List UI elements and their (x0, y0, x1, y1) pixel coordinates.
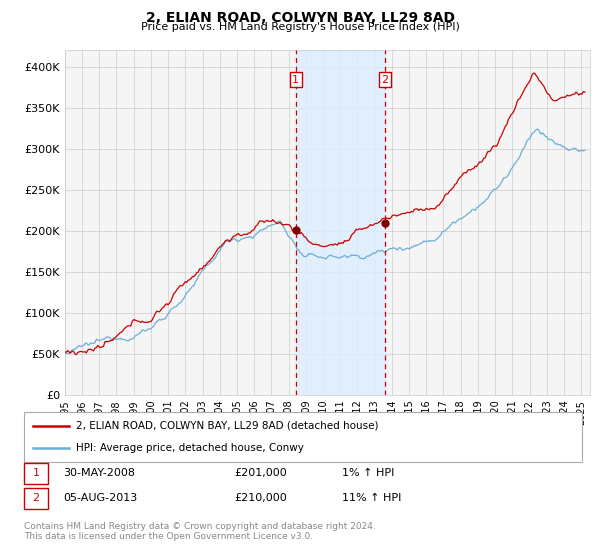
Text: 11% ↑ HPI: 11% ↑ HPI (342, 493, 401, 503)
Text: 05-AUG-2013: 05-AUG-2013 (63, 493, 137, 503)
Text: 1: 1 (32, 468, 40, 478)
Text: 2: 2 (382, 74, 388, 85)
Text: Contains HM Land Registry data © Crown copyright and database right 2024.
This d: Contains HM Land Registry data © Crown c… (24, 522, 376, 542)
Text: £210,000: £210,000 (234, 493, 287, 503)
Text: £201,000: £201,000 (234, 468, 287, 478)
Text: 2: 2 (32, 493, 40, 503)
Text: 2, ELIAN ROAD, COLWYN BAY, LL29 8AD (detached house): 2, ELIAN ROAD, COLWYN BAY, LL29 8AD (det… (76, 421, 379, 431)
Text: Price paid vs. HM Land Registry's House Price Index (HPI): Price paid vs. HM Land Registry's House … (140, 22, 460, 32)
Bar (296, 50, 385, 395)
Text: 30-MAY-2008: 30-MAY-2008 (63, 468, 135, 478)
Text: 1% ↑ HPI: 1% ↑ HPI (342, 468, 394, 478)
Text: HPI: Average price, detached house, Conwy: HPI: Average price, detached house, Conw… (76, 443, 304, 453)
Text: 1: 1 (292, 74, 299, 85)
Text: 2, ELIAN ROAD, COLWYN BAY, LL29 8AD: 2, ELIAN ROAD, COLWYN BAY, LL29 8AD (146, 11, 455, 25)
